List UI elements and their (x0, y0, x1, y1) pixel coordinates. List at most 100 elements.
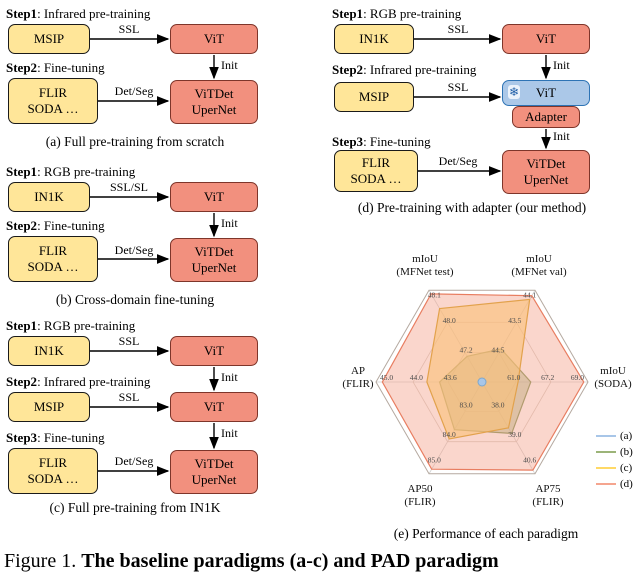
radar-tick-label: 38.0 (491, 401, 504, 410)
legend-swatch (596, 434, 616, 438)
radar-tick-label: 85.0 (428, 456, 441, 465)
step1-bold: Step1 (6, 318, 38, 333)
panel-b-in1k-box: IN1K (8, 182, 90, 212)
radar-tick-label: 43.5 (508, 316, 521, 325)
panel-a-dataset-box: FLIR SODA … (8, 78, 98, 124)
panel-b-caption: (b) Cross-domain fine-tuning (55, 292, 215, 307)
panel-d-caption: (d) Pre-training with adapter (our metho… (357, 200, 587, 215)
legend-swatch (596, 450, 616, 454)
radar-axis-label: AP75 (535, 483, 561, 495)
radar-series-c (426, 298, 531, 440)
panel-c-step3-label: Step3: Fine-tuning (6, 430, 105, 446)
panel-c-init2-label: Init (221, 426, 238, 440)
head-line2: UperNet (191, 260, 237, 275)
panel-c-vit1-box: ViT (170, 336, 258, 366)
radar-tick-label: 48.0 (443, 316, 456, 325)
panel-a-step1-label: Step1: Infrared pre-training (6, 6, 150, 22)
radar-chart: 47.2 48.0 48.1 44.5 43.5 44.1 61.0 67.2 69.0 38.0… (342, 253, 632, 508)
panel-d-vit-box: ViT (502, 24, 590, 54)
step2-rest: : Infrared pre-training (37, 374, 151, 389)
panel-c-in1k-box: IN1K (8, 336, 90, 366)
legend-label: (d) (620, 478, 633, 490)
panel-d-init1-label: Init (553, 58, 570, 72)
step2-bold: Step2 (6, 60, 38, 75)
panel-e-caption: (e) Performance of each paradigm (393, 526, 579, 541)
panel-b-step1-label: Step1: RGB pre-training (6, 164, 135, 180)
radar-axis-label: mIoU (412, 253, 438, 265)
panel-d-head-box: ViTDet UperNet (502, 150, 590, 194)
snowflake-icon: ❄ (508, 85, 521, 99)
radar-axis-label: mIoU (600, 365, 626, 377)
panel-c-ssl1-label: SSL (118, 334, 140, 348)
radar-tick-label: 44.5 (491, 345, 504, 354)
step1-rest: : RGB pre-training (37, 318, 136, 333)
step3-rest: : Fine-tuning (363, 134, 431, 149)
panel-a-step2-label: Step2: Fine-tuning (6, 60, 105, 76)
head-line2: UperNet (191, 472, 237, 487)
radar-tick-label: 67.2 (541, 373, 554, 382)
panel-a-caption: (a) Full pre-training from scratch (45, 134, 225, 149)
panel-b-dataset-box: FLIR SODA … (8, 236, 98, 282)
radar-axis-label: (FLIR) (532, 496, 564, 508)
legend-item: (b) (596, 446, 633, 458)
step1-rest: : RGB pre-training (363, 6, 462, 21)
panel-d-in1k-box: IN1K (334, 24, 414, 54)
panel-c-detseg-label: Det/Seg (114, 454, 154, 468)
panel-b-init-label: Init (221, 216, 238, 230)
step1-rest: : Infrared pre-training (37, 6, 151, 21)
panel-a-msip-box: MSIP (8, 24, 90, 54)
panel-d-msip-box: MSIP (334, 82, 414, 112)
radar-axis-label: (MFNet test) (396, 266, 453, 278)
legend-swatch (596, 466, 616, 470)
figure-caption: Figure 1. The baseline paradigms (a-c) a… (4, 550, 638, 573)
panel-d-step3-label: Step3: Fine-tuning (332, 134, 431, 150)
figure-caption-prefix: Figure 1. (4, 550, 77, 572)
panel-b-detseg-label: Det/Seg (114, 243, 154, 257)
radar-axis-label: (FLIR) (342, 378, 374, 390)
dataset-line1: FLIR (38, 243, 68, 259)
radar-series-a-marker (477, 377, 487, 387)
panel-a-init-label: Init (221, 58, 238, 72)
panel-d-step1-label: Step1: RGB pre-training (332, 6, 461, 22)
head-line1: ViTDet (194, 86, 234, 102)
radar-axis-label: (SODA) (594, 378, 632, 390)
radar-tick-label: 84.0 (443, 430, 456, 439)
panel-d-detseg-label: Det/Seg (438, 154, 478, 168)
radar-tick-label: 61.0 (507, 373, 520, 382)
step2-bold: Step2 (6, 218, 38, 233)
legend-label: (b) (620, 446, 633, 458)
radar-tick-label: 39.0 (508, 430, 521, 439)
panel-a-detseg-label: Det/Seg (114, 84, 154, 98)
panel-a-vit-box: ViT (170, 24, 258, 54)
head-line1: ViTDet (526, 156, 566, 172)
legend-label: (a) (620, 430, 633, 442)
panel-d-init2-label: Init (553, 129, 570, 143)
radar-axis-label: (MFNet val) (511, 266, 567, 278)
panel-c-msip-box: MSIP (8, 392, 90, 422)
head-line2: UperNet (523, 172, 569, 187)
frozen-vit-label: ViT (535, 85, 557, 101)
head-line1: ViTDet (194, 244, 234, 260)
radar-ring (375, 289, 589, 475)
panel-c-step1-label: Step1: RGB pre-training (6, 318, 135, 334)
step2-bold: Step2 (6, 374, 38, 389)
figure-caption-title: The baseline paradigms (a-c) and PAD par… (81, 550, 499, 572)
panel-c-head-box: ViTDet UperNet (170, 450, 258, 494)
step2-rest: : Fine-tuning (37, 218, 105, 233)
step1-rest: : RGB pre-training (37, 164, 136, 179)
panel-b-head-box: ViTDet UperNet (170, 238, 258, 282)
step2-bold: Step2 (332, 62, 364, 77)
panel-c-vit2-box: ViT (170, 392, 258, 422)
radar-axis-label: AP (351, 365, 365, 377)
panel-d-ssl1-label: SSL (447, 22, 469, 36)
radar-tick-label: 83.0 (460, 401, 473, 410)
radar-tick-label: 48.1 (428, 290, 441, 299)
radar-axis-label: AP50 (407, 483, 433, 495)
panel-c-step2-label: Step2: Infrared pre-training (6, 374, 150, 390)
head-line2: UperNet (191, 102, 237, 117)
panel-b-ssl-label: SSL/SL (109, 180, 148, 194)
panel-c-caption: (c) Full pre-training from IN1K (49, 500, 221, 515)
legend-item: (a) (596, 430, 633, 442)
dataset-line2: SODA … (27, 101, 79, 116)
